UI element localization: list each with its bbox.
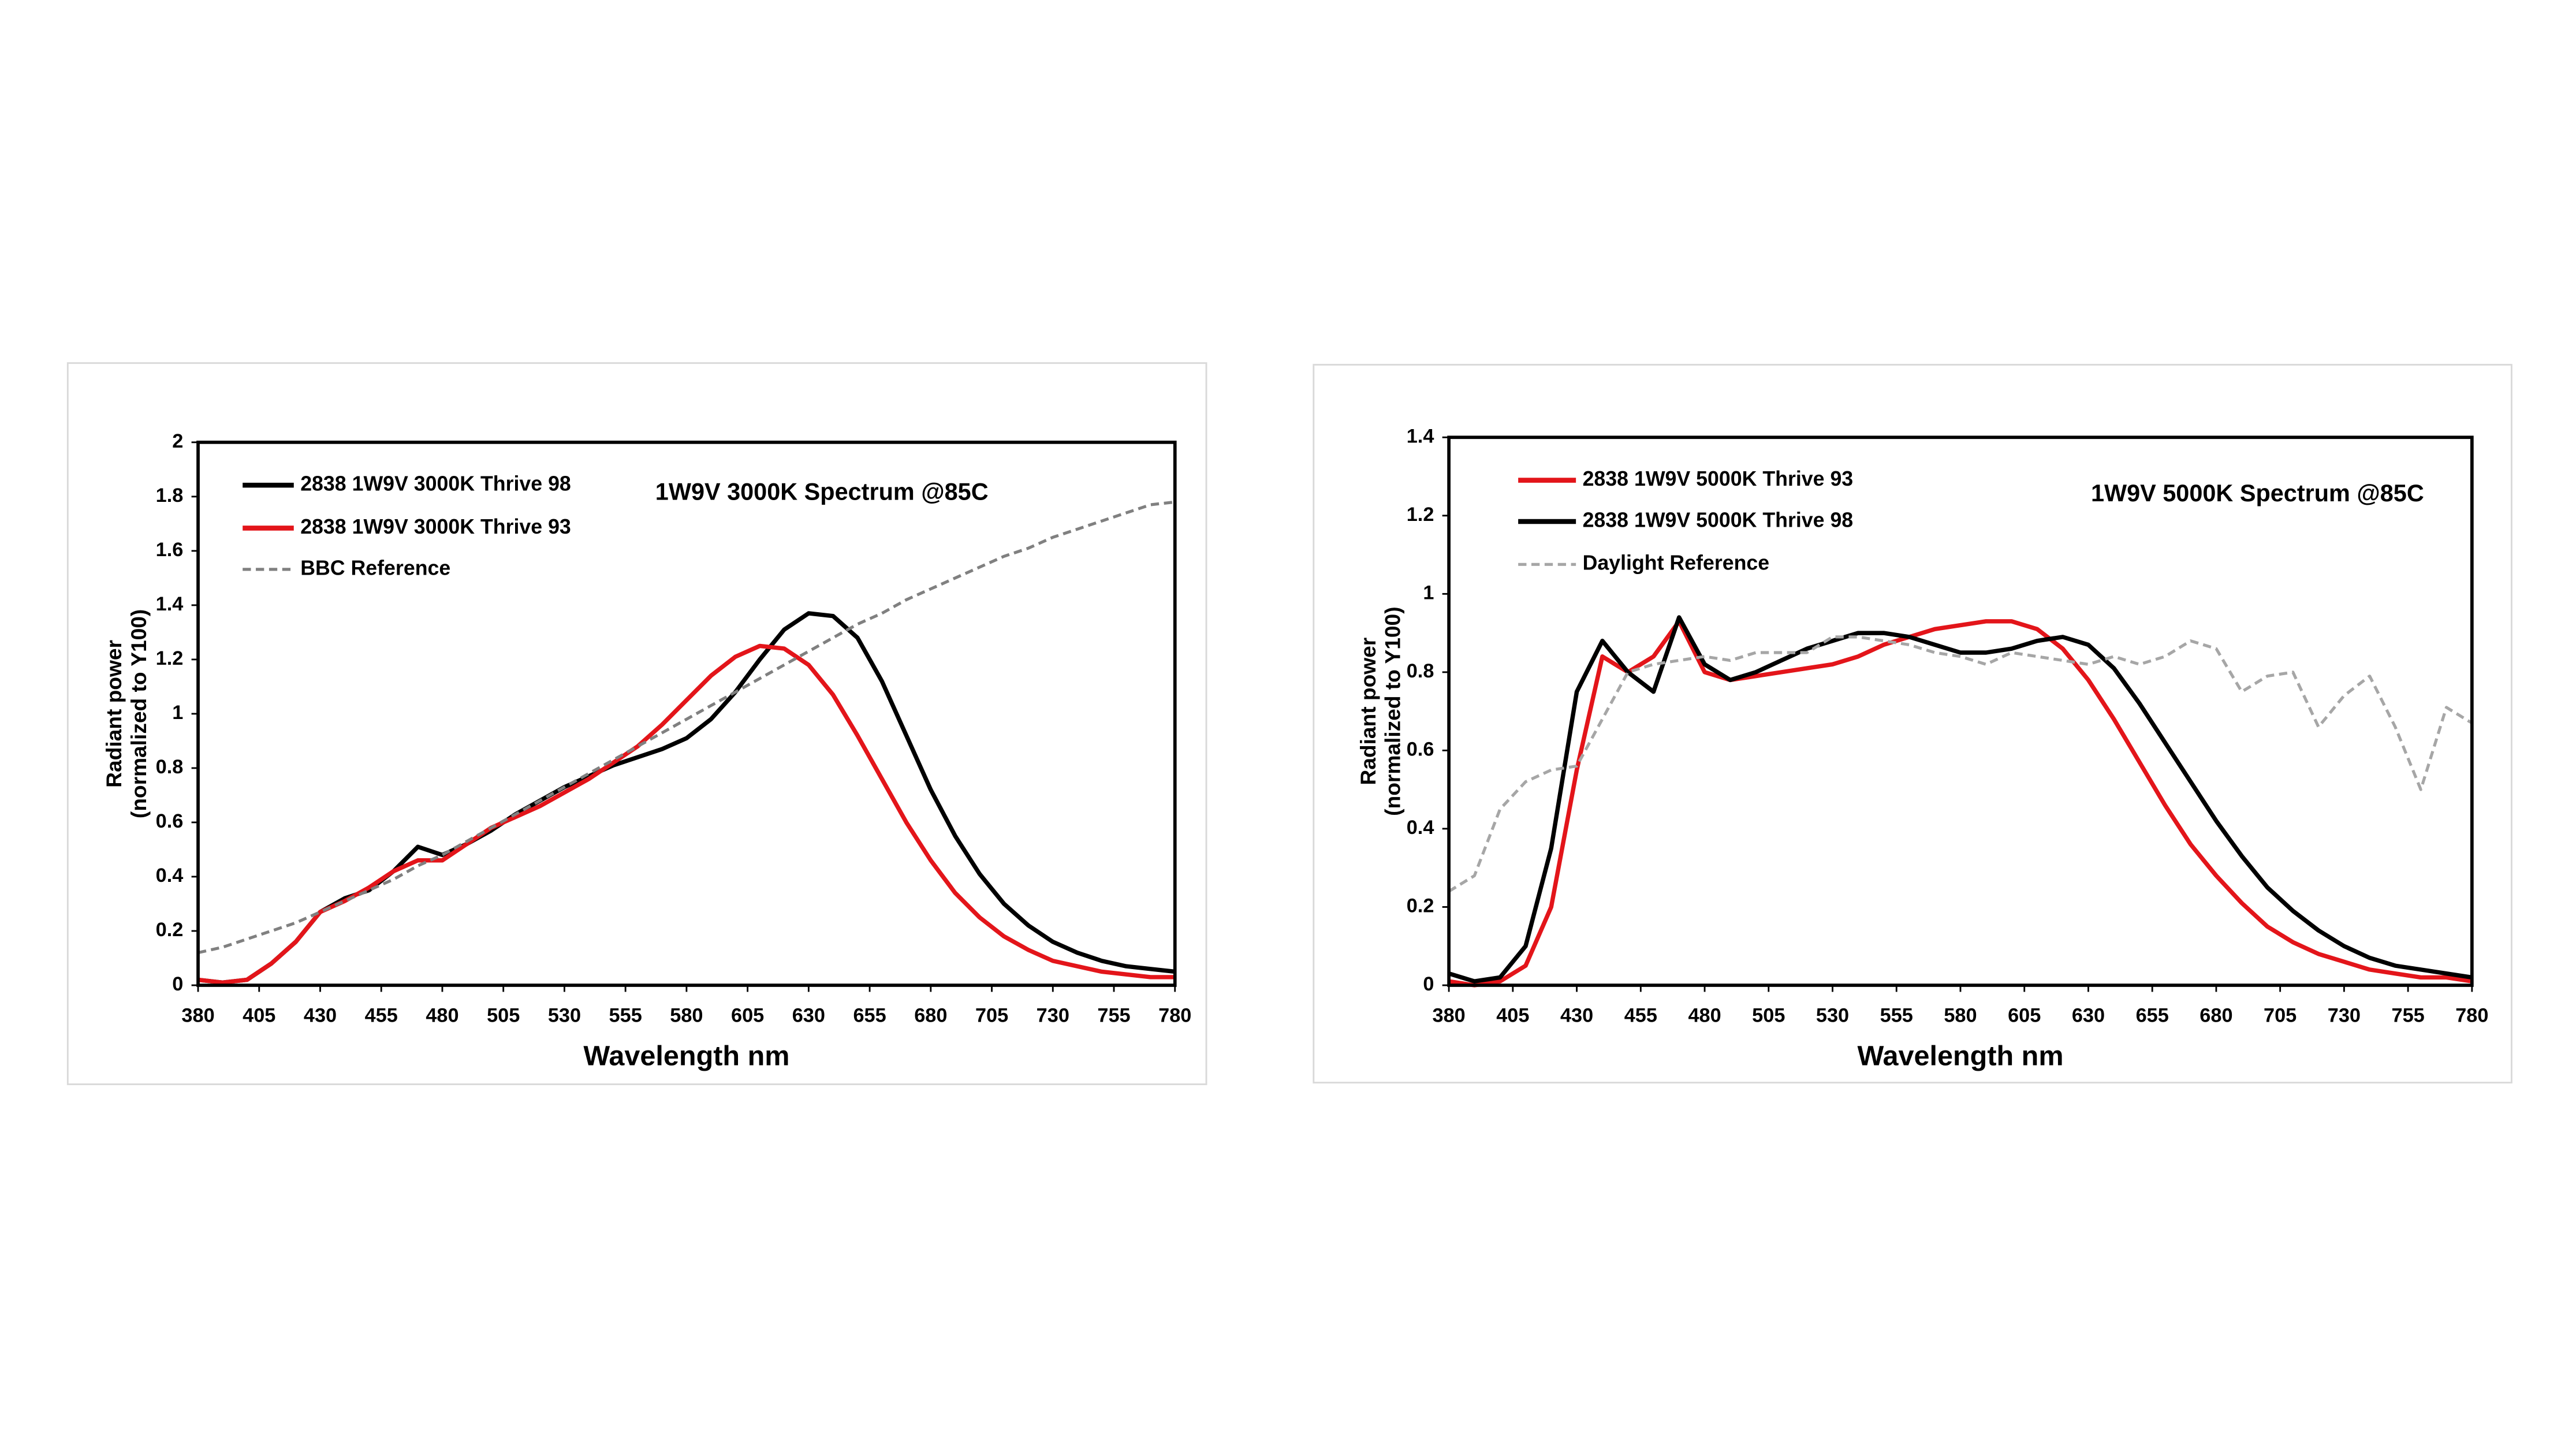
x-tick-label: 480 xyxy=(1688,1004,1721,1026)
y-axis-title: (normalized to Y100) xyxy=(1381,606,1405,815)
plot-border xyxy=(196,440,1177,987)
x-tick-label: 505 xyxy=(487,1004,520,1026)
x-tick-label: 655 xyxy=(2136,1004,2169,1026)
y-tick-label: 0 xyxy=(172,973,183,995)
x-tick-label: 730 xyxy=(2328,1004,2361,1026)
y-tick-label: 1.4 xyxy=(1407,425,1434,447)
y-tick-label: 0.2 xyxy=(1407,895,1434,917)
plot-area xyxy=(1449,437,2472,986)
y-tick-label: 1 xyxy=(172,702,183,724)
legend-label: 2838 1W9V 3000K Thrive 98 xyxy=(300,472,571,496)
x-tick-label: 505 xyxy=(1752,1004,1785,1026)
y-tick-label: 1.2 xyxy=(156,647,184,669)
chart: 0 0.2 0.4 0.6 0.8 1 1.2 1.4 380 405 430 455 480 505 53… xyxy=(1313,364,2512,1084)
x-tick-label: 455 xyxy=(1624,1004,1657,1026)
x-tick-label: 705 xyxy=(975,1004,1008,1026)
series-line xyxy=(197,643,1175,985)
y-axis-title: Radiant power xyxy=(1356,638,1380,785)
x-tick-label: 430 xyxy=(304,1004,337,1026)
x-tick-label: 655 xyxy=(853,1004,886,1026)
legend-label: 2838 1W9V 3000K Thrive 93 xyxy=(300,515,571,538)
y-axis-title: Radiant power xyxy=(102,640,126,788)
series-line xyxy=(197,500,1176,955)
x-tick-label: 705 xyxy=(2264,1004,2297,1026)
y-tick-label: 0.4 xyxy=(1407,817,1434,839)
legend-label: 2838 1W9V 5000K Thrive 98 xyxy=(1583,508,1854,531)
x-tick-label: 630 xyxy=(2072,1004,2105,1026)
x-tick-label: 530 xyxy=(1816,1004,1849,1026)
x-axis-title: Wavelength nm xyxy=(1857,1041,2063,1072)
legend-label: Daylight Reference xyxy=(1583,552,1770,575)
y-tick-label: 1.6 xyxy=(156,539,184,561)
x-tick-label: 430 xyxy=(1560,1004,1593,1026)
x-tick-label: 630 xyxy=(792,1004,825,1026)
y-tick-label: 0.8 xyxy=(156,756,184,778)
x-tick-label: 780 xyxy=(2455,1004,2488,1026)
x-tick-label: 755 xyxy=(2392,1004,2425,1026)
y-tick-label: 1.8 xyxy=(156,485,184,506)
legend-label: BBC Reference xyxy=(300,556,450,579)
y-tick-label: 2 xyxy=(172,430,183,452)
x-tick-label: 780 xyxy=(1158,1004,1191,1026)
y-tick-label: 0.6 xyxy=(156,810,184,832)
y-tick-label: 0.6 xyxy=(1407,738,1434,760)
chart-title: 1W9V 3000K Spectrum @85C xyxy=(655,478,989,505)
y-tick-label: 1.2 xyxy=(1407,504,1434,526)
series-line xyxy=(1448,615,2473,984)
x-tick-label: 530 xyxy=(548,1004,581,1026)
x-tick-label: 555 xyxy=(609,1004,642,1026)
y-tick-label: 0 xyxy=(1423,973,1434,995)
legend-label: 2838 1W9V 5000K Thrive 93 xyxy=(1583,467,1854,490)
x-axis-title: Wavelength nm xyxy=(583,1041,789,1072)
x-tick-label: 580 xyxy=(1944,1004,1977,1026)
x-tick-label: 380 xyxy=(1433,1004,1466,1026)
x-tick-label: 730 xyxy=(1037,1004,1069,1026)
plot-border xyxy=(1447,435,2474,987)
x-tick-label: 605 xyxy=(731,1004,764,1026)
x-tick-label: 755 xyxy=(1097,1004,1130,1026)
y-tick-label: 0.4 xyxy=(156,865,184,886)
y-tick-label: 1.4 xyxy=(156,593,184,615)
y-tick-label: 0.2 xyxy=(156,919,184,941)
x-tick-label: 680 xyxy=(914,1004,947,1026)
x-tick-label: 680 xyxy=(2200,1004,2232,1026)
chart-title: 1W9V 5000K Spectrum @85C xyxy=(2091,479,2424,506)
chart: 0 0.2 0.4 0.6 0.8 1 1.2 1.4 1.6 1.8 2 380 405 430 455 4… xyxy=(66,362,1207,1085)
x-tick-label: 405 xyxy=(243,1004,275,1026)
x-tick-label: 555 xyxy=(1880,1004,1913,1026)
x-tick-label: 380 xyxy=(181,1004,214,1026)
x-tick-label: 455 xyxy=(365,1004,398,1026)
y-axis-title: (normalized to Y100) xyxy=(126,609,151,818)
x-tick-label: 605 xyxy=(2008,1004,2041,1026)
y-tick-label: 1 xyxy=(1423,582,1434,604)
x-tick-label: 405 xyxy=(1496,1004,1529,1026)
x-tick-label: 580 xyxy=(670,1004,703,1026)
series-line xyxy=(1448,619,2473,988)
y-tick-label: 0.8 xyxy=(1407,660,1434,682)
series-line xyxy=(1448,635,2473,893)
x-tick-label: 480 xyxy=(426,1004,458,1026)
